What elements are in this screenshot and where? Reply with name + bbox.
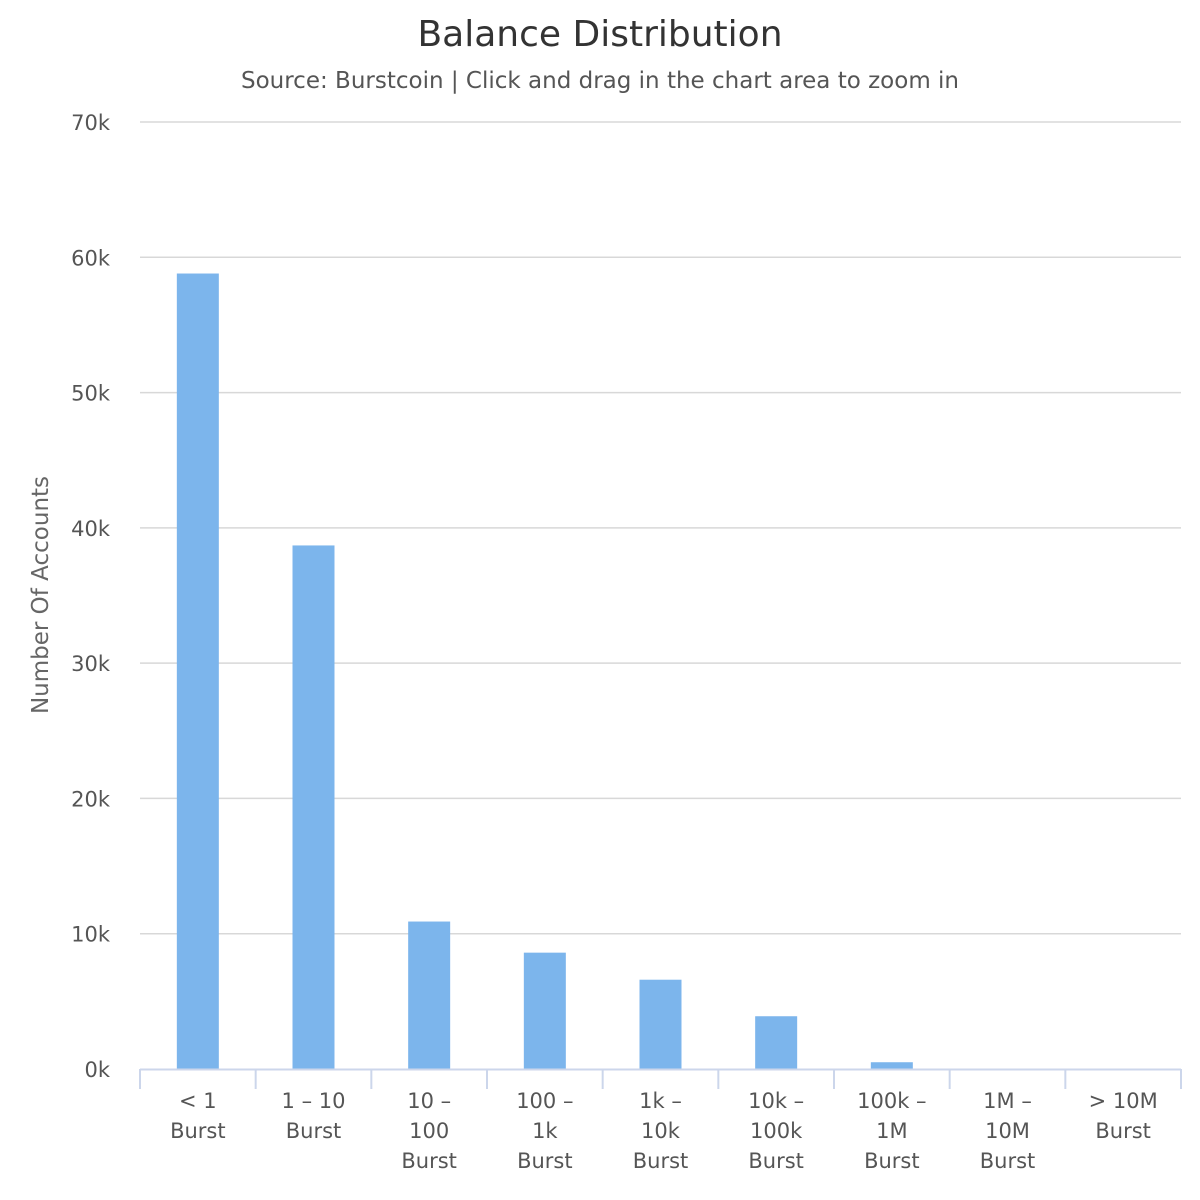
x-axis (139, 1068, 1182, 1089)
y-tick-label: 40k (71, 517, 111, 541)
x-tick-label: 1k –10k Burst (633, 1089, 689, 1173)
y-tick-label: 20k (71, 787, 111, 811)
y-tick-label: 50k (71, 382, 111, 406)
x-tick-label: 1M –10M Burst (980, 1089, 1036, 1173)
bar[interactable] (176, 273, 219, 1069)
chart-subtitle: Source: Burstcoin | Click and drag in th… (240, 68, 960, 94)
bar[interactable] (292, 545, 335, 1069)
y-tick-label: 30k (71, 652, 111, 676)
bar[interactable] (755, 1016, 798, 1069)
bar[interactable] (639, 979, 682, 1069)
x-tick-label: 10 –100 Burst (401, 1089, 457, 1173)
y-axis-ticks: 0k 10k 20k 30k 40k 50k 60k 70k (71, 111, 111, 1082)
y-tick-label: 10k (71, 923, 111, 947)
x-tick-label: 100k –1M Burst (857, 1089, 926, 1173)
x-tick-label: < 1 Burst (170, 1089, 226, 1143)
y-tick-label: 70k (71, 111, 111, 135)
x-axis-ticks: < 1 Burst 1 – 10 Burst 10 –100 Burst 100 –1k Bu… (170, 1089, 1158, 1173)
bar[interactable] (408, 921, 451, 1069)
bar[interactable] (523, 952, 566, 1069)
x-tick-label: 1 – 10 Burst (282, 1089, 346, 1143)
x-tick-label: 10k –100k Burst (748, 1089, 804, 1173)
y-axis-label: Number Of Accounts (28, 476, 54, 714)
chart-title: Balance Distribution (417, 14, 783, 55)
x-tick-label: 100 –1k Burst (516, 1089, 573, 1173)
y-tick-label: 60k (71, 246, 111, 270)
x-tick-label: > 10M Burst (1089, 1089, 1158, 1143)
bar-series[interactable] (176, 273, 913, 1069)
y-tick-label: 0k (84, 1058, 110, 1082)
bar[interactable] (870, 1062, 913, 1069)
